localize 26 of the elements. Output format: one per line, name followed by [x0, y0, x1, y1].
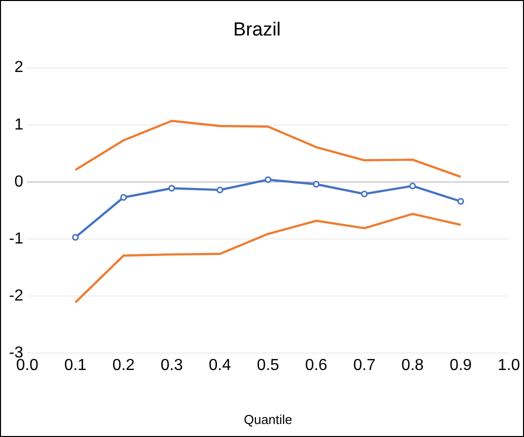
x-tick-label: 1.0 [498, 357, 520, 374]
point [457, 198, 464, 205]
point [409, 182, 416, 190]
point [312, 180, 320, 188]
x-tick-label: 0.6 [305, 357, 328, 374]
chart-title: Brazil [233, 20, 281, 41]
x-tick-label: 0.8 [401, 357, 424, 374]
point [361, 190, 368, 198]
x-tick-label: 0.1 [64, 357, 87, 374]
x-tick-label: 0.3 [160, 357, 183, 374]
y-tick-label: -2 [8, 288, 24, 305]
y-tick-label: -1 [8, 230, 24, 248]
x-axis-title: Quantile [244, 412, 292, 427]
x-tick-label: 0.5 [256, 357, 280, 374]
point [72, 234, 79, 241]
point [216, 186, 224, 194]
x-tick-label: 0.9 [450, 357, 472, 374]
y-tick-label: 1 [14, 116, 24, 134]
y-tick-label: 2 [14, 59, 24, 76]
point [168, 184, 176, 192]
x-tick-label: 0.7 [353, 357, 376, 374]
point [264, 176, 272, 184]
point [120, 194, 127, 201]
y-tick-label: 0 [14, 173, 24, 190]
x-tick-label: 0.2 [112, 357, 135, 374]
x-tick-label: 0.4 [208, 357, 232, 374]
